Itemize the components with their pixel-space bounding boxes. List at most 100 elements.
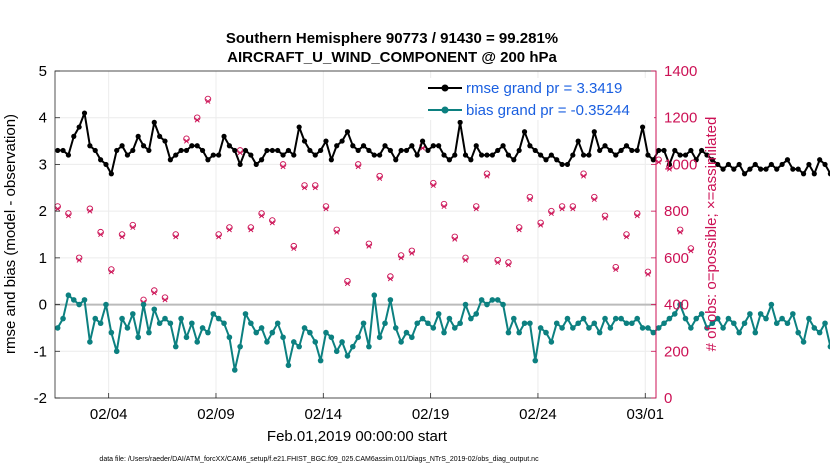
rmse-point	[774, 166, 780, 172]
bias-point	[162, 315, 168, 322]
rmse-point	[108, 171, 114, 177]
obs-assimilated-point	[183, 138, 189, 144]
bias-point	[323, 329, 329, 336]
bias-point	[822, 320, 828, 327]
bias-point	[682, 315, 689, 322]
bias-point	[108, 329, 115, 336]
bias-point	[205, 329, 211, 336]
bias-point	[360, 320, 367, 327]
obs-assimilated-stroke	[162, 297, 168, 303]
bias-point	[575, 320, 581, 327]
rmse-point	[119, 143, 125, 149]
bias-point	[258, 325, 265, 331]
rmse-point	[452, 152, 458, 158]
left-y-tick-label: 3	[39, 156, 47, 173]
right-y-tick-label: 1400	[664, 63, 697, 80]
rmse-point	[817, 157, 823, 163]
obs-assimilated-point	[119, 234, 125, 240]
rmse-point	[140, 143, 147, 149]
rmse-point	[597, 147, 603, 154]
obs-assimilated-point	[302, 185, 308, 191]
rmse-point	[237, 161, 243, 168]
x-tick-label: 02/09	[197, 406, 235, 423]
obs-assimilated-stroke	[108, 269, 114, 275]
left-y-tick-label: 0	[39, 297, 47, 314]
obs-assimilated-stroke	[65, 213, 71, 219]
bias-point	[366, 343, 372, 350]
rmse-point	[666, 161, 673, 168]
rmse-point	[81, 110, 88, 116]
bias-point	[623, 320, 630, 327]
obs-assimilated-stroke	[484, 173, 490, 179]
rmse-point	[543, 157, 549, 163]
bias-point	[521, 320, 528, 327]
obs-assimilated-point	[216, 234, 222, 240]
bias-point	[403, 329, 410, 336]
rmse-point	[114, 147, 120, 154]
x-tick-label: 02/04	[90, 406, 128, 423]
bias-point	[172, 343, 179, 350]
rmse-point	[741, 171, 748, 177]
rmse-point	[221, 133, 227, 139]
x-axis-label: Feb.01,2019 00:00:00 start	[267, 428, 448, 445]
left-axis-label: rmse and bias (model - observation)	[2, 114, 19, 354]
obs-assimilated-stroke	[280, 164, 286, 170]
x-tick-label: 02/19	[412, 406, 450, 423]
rmse-point	[548, 152, 554, 158]
legend-rmse-marker	[441, 84, 449, 92]
rmse-point	[516, 147, 522, 154]
bias-point	[612, 315, 619, 322]
bias-point	[634, 315, 641, 322]
obs-assimilated-point	[623, 234, 630, 240]
rmse-point	[242, 147, 249, 154]
rmse-point	[194, 143, 200, 149]
bias-point	[618, 315, 624, 322]
rmse-point	[312, 152, 318, 158]
rmse-point	[607, 147, 613, 154]
bias-point	[441, 329, 447, 336]
obs-assimilated-point	[516, 227, 522, 233]
rmse-point	[344, 129, 351, 135]
rmse-point	[559, 161, 565, 168]
bias-point	[768, 301, 775, 308]
rmse-point	[677, 152, 683, 158]
obs-assimilated-stroke	[355, 164, 361, 170]
x-tick-label: 02/24	[519, 406, 557, 423]
bias-point	[763, 315, 769, 322]
rmse-point	[629, 147, 635, 154]
obs-assimilated-stroke	[602, 215, 608, 221]
bias-point	[586, 325, 592, 331]
bias-point	[473, 311, 480, 317]
obs-assimilated-stroke	[613, 267, 619, 273]
rmse-point	[731, 166, 737, 172]
rmse-point	[639, 124, 646, 130]
bias-point	[60, 315, 66, 322]
bias-point	[339, 339, 345, 345]
obs-assimilated-point	[226, 227, 232, 233]
chart-title-line2: AIRCRAFT_U_WIND_COMPONENT @ 200 hPa	[227, 49, 557, 66]
bias-point	[553, 320, 560, 327]
bias-point	[757, 311, 764, 317]
obs-assimilated-point	[613, 267, 619, 273]
bias-point	[688, 325, 694, 331]
obs-assimilated-stroke	[505, 262, 511, 268]
rmse-point	[183, 147, 190, 154]
rmse-point	[457, 119, 463, 125]
bias-point	[92, 315, 99, 322]
rmse-point	[441, 152, 447, 158]
obs-assimilated-point	[398, 255, 404, 261]
bias-point	[827, 343, 830, 350]
bias-point	[671, 311, 678, 317]
bias-point	[151, 306, 158, 313]
bias-point	[178, 315, 184, 322]
obs-assimilated-stroke	[87, 208, 93, 214]
obs-assimilated-stroke	[591, 196, 597, 202]
bias-point	[333, 348, 340, 355]
bias-point	[350, 343, 356, 350]
rmse-point	[124, 152, 131, 158]
right-y-tick-label: 1000	[664, 156, 697, 173]
bias-point	[296, 343, 302, 350]
rmse-series	[55, 110, 830, 177]
rmse-point	[521, 129, 528, 135]
rmse-point	[130, 147, 136, 154]
